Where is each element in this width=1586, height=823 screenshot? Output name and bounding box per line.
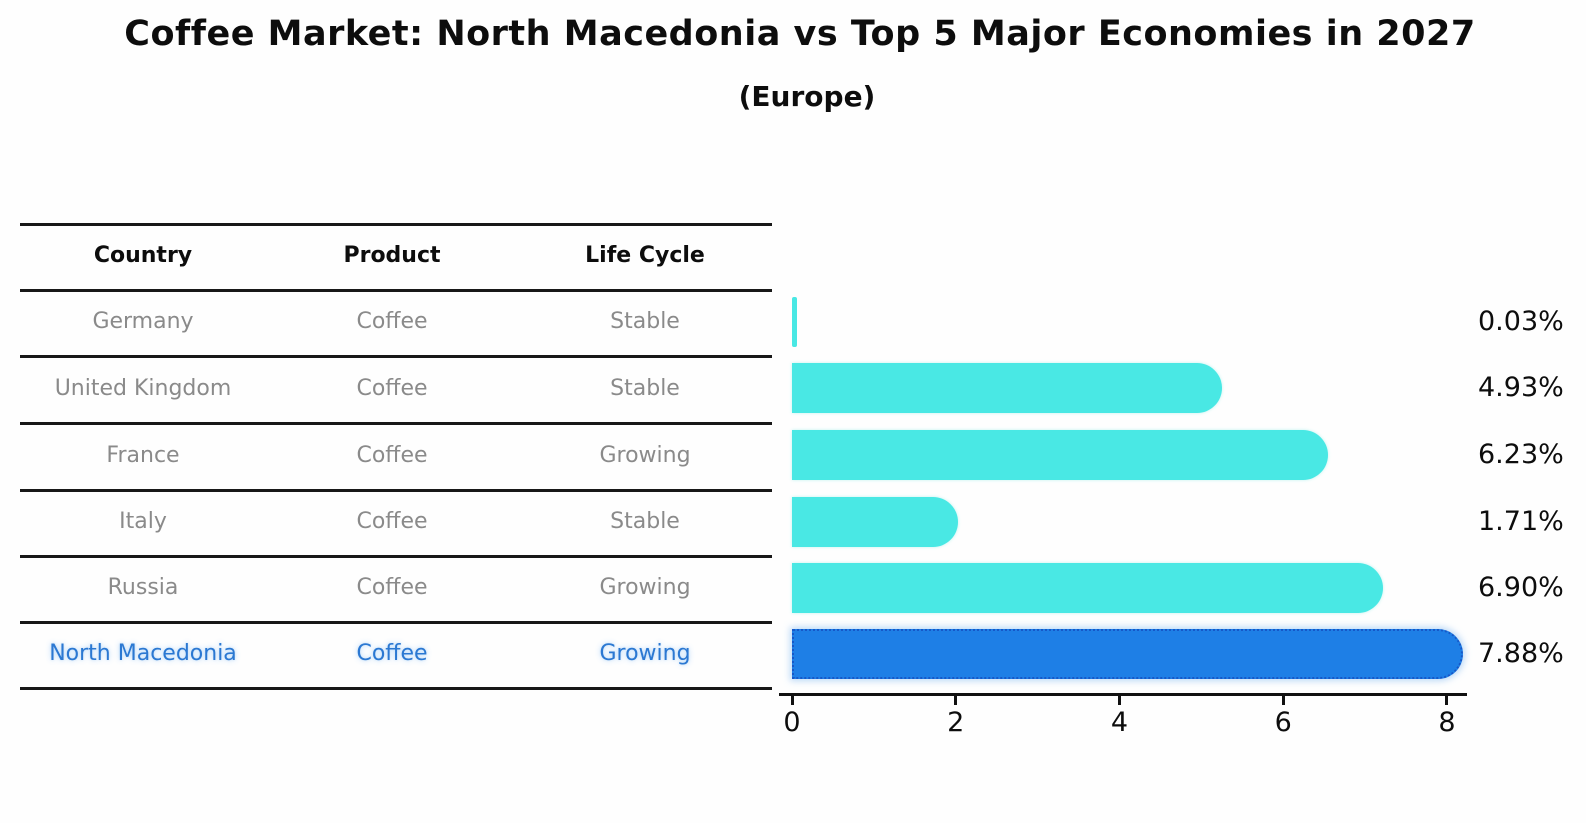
x-tick-2 xyxy=(954,696,958,705)
x-tick-label-6: 6 xyxy=(1274,707,1292,738)
value-label-germany: 0.03% xyxy=(1478,306,1564,337)
table-cell-life_cycle-4: Growing xyxy=(599,575,691,600)
table-rule-0 xyxy=(20,223,772,226)
table-rule-7 xyxy=(20,687,772,690)
table-cell-country-1: United Kingdom xyxy=(54,375,232,401)
column-header-product: Product xyxy=(343,243,441,268)
table-cell-product-5: Coffee xyxy=(356,641,428,666)
bar-united-kingdom xyxy=(792,363,1222,413)
column-header-life-cycle: Life Cycle xyxy=(585,243,705,268)
table-cell-country-5: North Macedonia xyxy=(49,641,237,666)
x-tick-label-4: 4 xyxy=(1110,707,1129,738)
table-rule-6 xyxy=(20,621,772,624)
value-label-united-kingdom: 4.93% xyxy=(1478,372,1564,403)
chart-subtitle: (Europe) xyxy=(738,80,876,113)
bar-russia xyxy=(792,563,1383,613)
chart-title: Coffee Market: North Macedonia vs Top 5 … xyxy=(124,14,1476,54)
value-label-russia: 6.90% xyxy=(1478,572,1564,603)
table-cell-life_cycle-1: Stable xyxy=(610,375,680,401)
x-tick-0 xyxy=(790,696,794,705)
table-rule-5 xyxy=(20,555,772,558)
table-rule-4 xyxy=(20,489,772,492)
value-label-italy: 1.71% xyxy=(1478,506,1564,537)
x-tick-label-8: 8 xyxy=(1438,707,1456,738)
table-cell-country-3: Italy xyxy=(119,509,167,534)
table-cell-life_cycle-0: Stable xyxy=(610,309,680,334)
table-rule-3 xyxy=(20,422,772,425)
table-cell-country-4: Russia xyxy=(107,575,179,600)
x-tick-6 xyxy=(1281,696,1285,705)
column-header-country: Country xyxy=(93,243,193,268)
table-cell-life_cycle-5: Growing xyxy=(599,641,691,666)
bar-france xyxy=(792,430,1329,480)
table-cell-product-2: Coffee xyxy=(356,442,428,468)
table-cell-product-3: Coffee xyxy=(356,509,428,534)
x-axis-line xyxy=(779,693,1467,696)
x-tick-4 xyxy=(1117,696,1121,705)
x-tick-label-0: 0 xyxy=(783,707,801,738)
table-cell-country-0: Germany xyxy=(92,309,194,334)
bar-germany xyxy=(792,297,797,347)
x-tick-label-2: 2 xyxy=(947,707,965,738)
table-cell-product-0: Coffee xyxy=(356,309,428,334)
value-label-france: 6.23% xyxy=(1478,439,1564,470)
bar-north-macedonia xyxy=(792,629,1464,679)
table-cell-product-1: Coffee xyxy=(356,375,428,401)
x-tick-8 xyxy=(1445,696,1449,705)
value-label-north-macedonia: 7.88% xyxy=(1478,638,1564,669)
bar-italy xyxy=(792,497,958,547)
table-cell-life_cycle-2: Growing xyxy=(599,442,691,468)
table-cell-product-4: Coffee xyxy=(356,575,428,600)
table-rule-2 xyxy=(20,355,772,358)
table-rule-1 xyxy=(20,289,772,292)
table-cell-country-2: France xyxy=(106,442,180,468)
table-cell-life_cycle-3: Stable xyxy=(610,509,680,534)
